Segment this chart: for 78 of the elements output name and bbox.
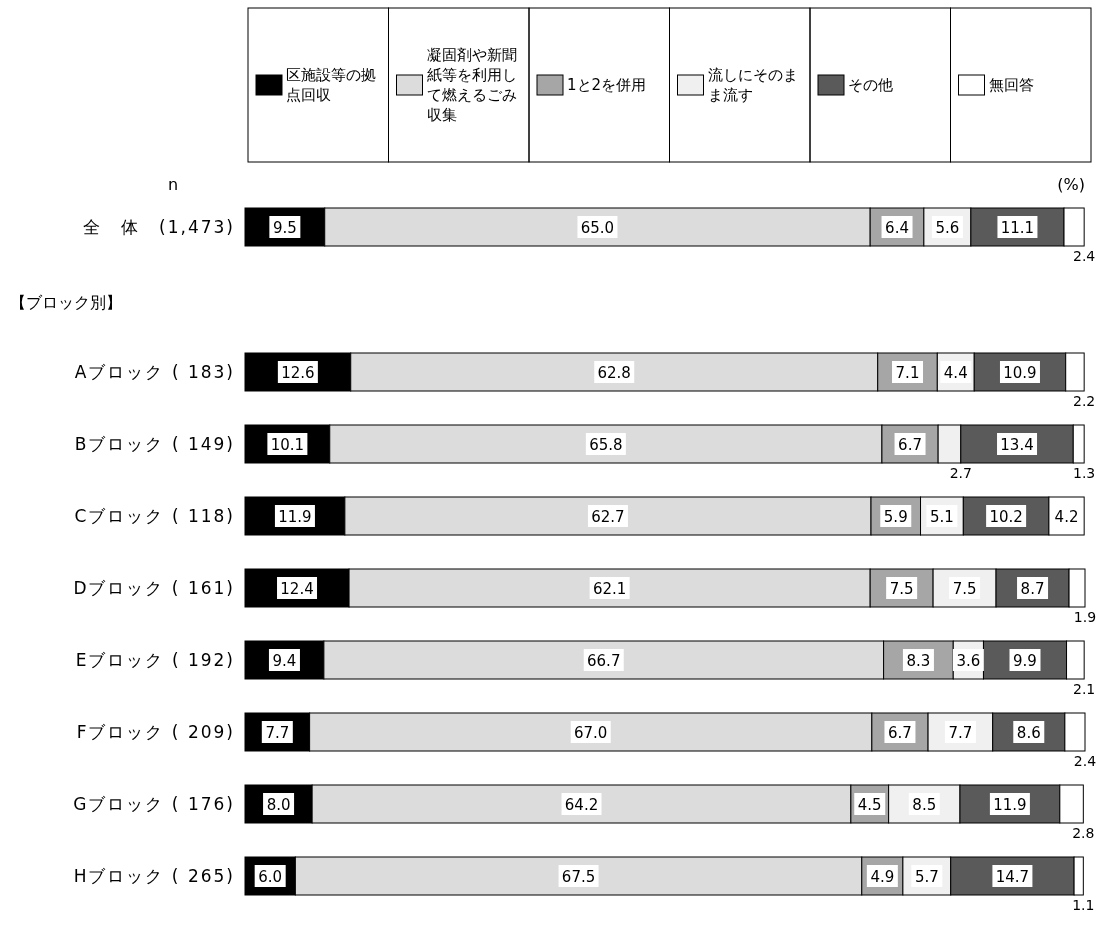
- data-label: 7.7: [948, 724, 973, 742]
- data-label: 66.7: [587, 652, 621, 670]
- data-label: 8.3: [906, 652, 931, 670]
- y-tick-label: Aブロック ( 183): [74, 362, 235, 382]
- legend-label: 区施設等の拠点回収: [286, 66, 376, 104]
- y-tick-label: Eブロック ( 192): [75, 650, 235, 670]
- data-label: 2.4: [1073, 248, 1096, 264]
- data-label: 65.0: [580, 219, 615, 237]
- data-label: 2.1: [1073, 681, 1096, 697]
- data-label: 7.7: [265, 724, 290, 742]
- y-tick-label: Bブロック ( 149): [74, 434, 235, 454]
- data-label: 8.7: [1020, 580, 1045, 598]
- data-label: 7.5: [889, 580, 914, 598]
- data-label: 5.6: [935, 219, 960, 237]
- data-label: 65.8: [589, 436, 623, 454]
- legend-label: 1と2を併用: [567, 76, 647, 94]
- data-label: 7.5: [952, 580, 977, 598]
- y-tick-label: 全 体 (1,473): [83, 217, 235, 237]
- legend-item: 区施設等の拠点回収: [255, 66, 376, 104]
- data-label: 5.7: [914, 868, 939, 886]
- data-label: 4.4: [943, 364, 968, 382]
- data-label: 9.9: [1013, 652, 1037, 670]
- data-label: 1.1: [1072, 897, 1095, 913]
- data-label: 62.7: [591, 508, 625, 526]
- data-label: 2.7: [949, 465, 972, 481]
- data-label: 11.9: [278, 508, 312, 526]
- data-label: 64.2: [564, 796, 599, 814]
- annotation: (%): [1057, 175, 1085, 194]
- data-label: 12.6: [281, 364, 315, 382]
- data-label: 11.1: [1000, 219, 1035, 237]
- legend-item: 無回答: [958, 74, 1034, 96]
- data-label: 8.0: [266, 796, 291, 814]
- text: n: [168, 175, 179, 194]
- legend-label: 無回答: [988, 76, 1034, 94]
- y-tick-label: Gブロック ( 176): [73, 794, 235, 814]
- data-label: 6.7: [888, 724, 912, 742]
- data-label: 8.6: [1016, 724, 1041, 742]
- data-label: 14.7: [995, 868, 1030, 886]
- data-label: 5.1: [929, 508, 954, 526]
- data-label: 62.8: [597, 364, 631, 382]
- data-label: 4.9: [870, 868, 895, 886]
- y-tick-label: Fブロック ( 209): [76, 722, 235, 742]
- data-label: 6.4: [885, 219, 909, 237]
- legend-label: 凝固剤や新聞紙等を利用して燃えるごみ収集: [426, 46, 517, 124]
- data-label: 6.0: [258, 868, 283, 886]
- data-label: 4.5: [857, 796, 882, 814]
- data-label: 3.6: [956, 652, 981, 670]
- data-label: 4.2: [1054, 508, 1079, 526]
- data-label: 8.5: [912, 796, 937, 814]
- data-label: 67.0: [574, 724, 608, 742]
- data-label: 2.2: [1073, 393, 1096, 409]
- data-label: 13.4: [1000, 436, 1034, 454]
- text: 【ブロック別】: [10, 293, 122, 312]
- data-label: 1.9: [1073, 609, 1097, 625]
- data-label: 62.1: [592, 580, 627, 598]
- data-label: 7.1: [895, 364, 920, 382]
- data-label: 11.9: [993, 796, 1027, 814]
- data-label: 9.4: [272, 652, 297, 670]
- data-label: 2.8: [1072, 825, 1095, 841]
- data-label: 10.1: [270, 436, 305, 454]
- legend-item: 凝固剤や新聞紙等を利用して燃えるごみ収集: [396, 46, 517, 124]
- data-label: 10.9: [1003, 364, 1037, 382]
- y-tick-label: Cブロック ( 118): [74, 506, 235, 526]
- data-label: 1.3: [1073, 465, 1096, 481]
- y-tick-label: Hブロック ( 265): [73, 866, 235, 886]
- legend-label: 流しにそのまま流す: [707, 66, 798, 104]
- data-label: 5.9: [883, 508, 908, 526]
- legend-label: その他: [848, 76, 893, 94]
- data-label: 67.5: [561, 868, 596, 886]
- legend-item: その他: [817, 74, 893, 96]
- y-tick-label: Dブロック ( 161): [73, 578, 235, 598]
- data-label: 6.7: [898, 436, 922, 454]
- data-label: 2.4: [1073, 753, 1097, 769]
- legend-item: 1と2を併用: [536, 74, 647, 96]
- data-label: 9.5: [272, 219, 297, 237]
- data-label: 10.2: [989, 508, 1023, 526]
- legend-item: 流しにそのまま流す: [677, 66, 798, 104]
- data-label: 12.4: [280, 580, 314, 598]
